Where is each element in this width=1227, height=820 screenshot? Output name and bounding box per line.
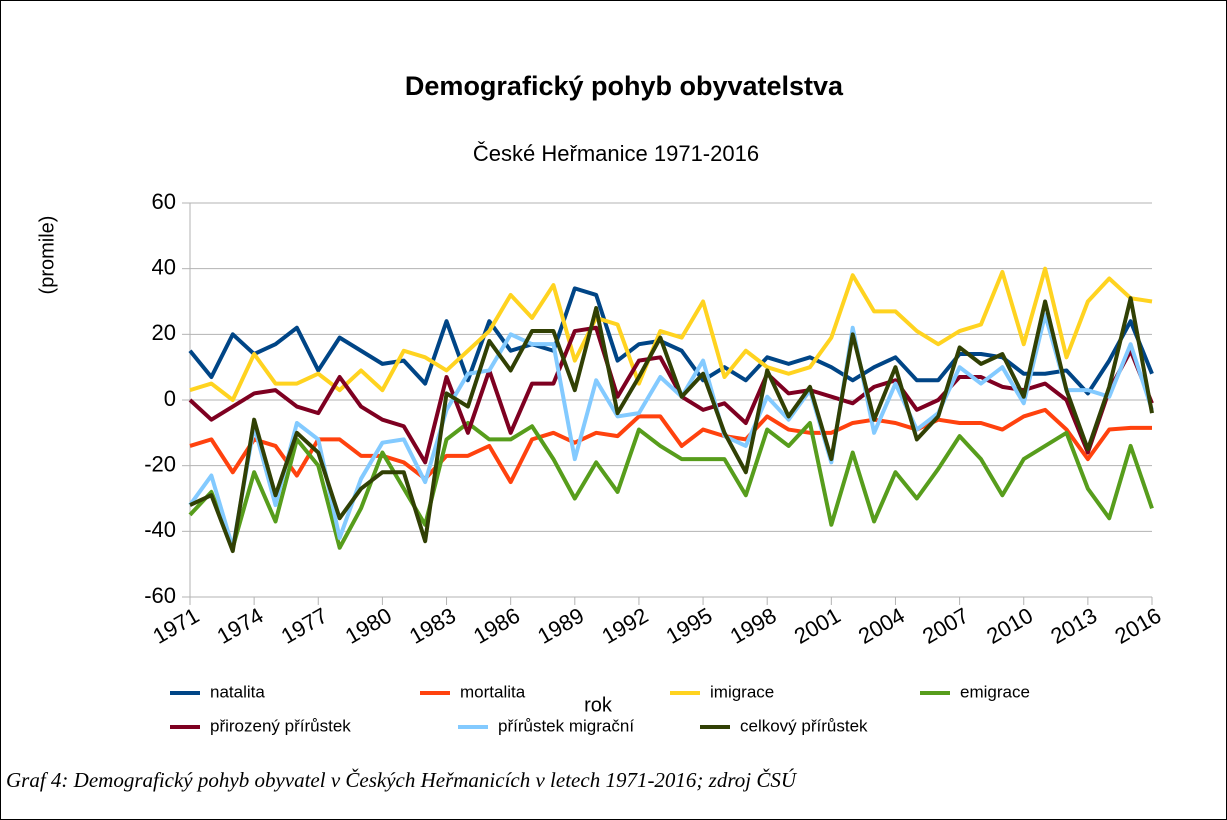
legend-label: emigrace [960,682,1030,701]
series-line [188,325,1154,465]
caption: Graf 4: Demografický pohyb obyvatel v Če… [6,768,798,792]
legend-label: natalita [210,682,265,701]
legend-label: přírůstek migrační [498,716,634,735]
legend-label: mortalita [460,682,526,701]
y-tick-label: -20 [144,451,176,476]
legend-label: imigrace [710,682,774,701]
y-axis-label: (promile) [36,216,58,295]
legend-label: celkový přírůstek [740,716,868,735]
y-tick-label: 60 [152,189,176,214]
y-tick-label: -60 [144,583,176,608]
series-line [189,266,1153,402]
series-line [189,296,1154,554]
chart-subtitle: České Heřmanice 1971-2016 [473,141,759,166]
series-line [188,420,1154,550]
y-tick-label: 20 [152,320,176,345]
y-tick-label: 40 [152,254,176,279]
legend-label: přirozený přírůstek [210,716,351,735]
x-axis-label: rok [584,694,613,716]
series-line [188,312,1154,550]
series-line [188,286,1154,396]
series-line [189,407,1152,485]
y-tick-label: 0 [164,386,176,411]
chart-title: Demografický pohyb obyvatelstva [405,71,844,101]
y-tick-label: -40 [144,517,176,542]
